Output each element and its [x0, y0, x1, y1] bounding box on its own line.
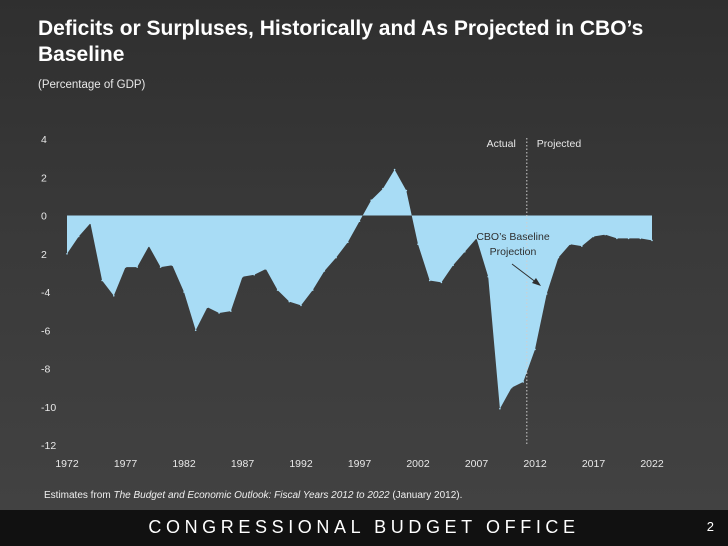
x-tick-label: 1987 — [231, 458, 255, 470]
data-point-2010 — [510, 386, 513, 389]
x-tick-label: 1977 — [114, 458, 138, 470]
data-point-1990 — [276, 289, 279, 291]
data-point-1988 — [253, 274, 255, 276]
y-tick-label: 0 — [41, 211, 47, 223]
baseline-annotation-arrow-line — [511, 263, 538, 284]
x-tick-label: 2007 — [465, 458, 489, 470]
data-point-2005 — [452, 264, 454, 267]
data-point-2003 — [428, 279, 431, 282]
footnote-suffix: (January 2012). — [389, 490, 463, 501]
data-point-2013 — [545, 293, 548, 295]
data-point-2018 — [604, 233, 606, 236]
source-footnote: Estimates from The Budget and Economic O… — [44, 490, 462, 501]
data-point-1984 — [206, 306, 209, 309]
data-point-1983 — [194, 329, 197, 332]
data-point-1982 — [183, 291, 185, 293]
slide-subtitle: (Percentage of GDP) — [38, 79, 146, 91]
data-point-2012 — [534, 348, 536, 351]
data-point-1998 — [370, 199, 373, 201]
data-point-2017 — [592, 235, 595, 238]
data-point-2009 — [499, 407, 501, 410]
data-point-2016 — [581, 245, 583, 247]
data-point-1980 — [159, 266, 162, 268]
data-point-1978 — [136, 266, 138, 268]
x-tick-label: 2002 — [406, 458, 430, 470]
data-point-2022 — [651, 239, 653, 242]
data-point-2008 — [487, 275, 490, 278]
x-tick-label: 1982 — [172, 458, 196, 470]
footer-organization: CONGRESSIONAL BUDGET OFFICE — [148, 517, 580, 537]
data-point-1993 — [311, 289, 314, 291]
page-number: 2 — [706, 519, 714, 534]
data-point-1974 — [89, 222, 92, 224]
data-point-2015 — [569, 243, 571, 245]
data-point-2021 — [639, 237, 642, 240]
x-tick-label: 1997 — [348, 458, 372, 470]
data-point-1994 — [323, 270, 326, 272]
y-tick-label: -12 — [41, 440, 56, 452]
y-tick-label: -6 — [41, 325, 50, 337]
data-point-2006 — [464, 251, 466, 253]
data-point-1999 — [382, 187, 384, 190]
footer-bar — [0, 510, 728, 546]
baseline-annotation-arrowhead — [532, 278, 541, 286]
data-point-1995 — [335, 256, 337, 259]
footnote-publication: The Budget and Economic Outlook: Fiscal … — [113, 490, 390, 501]
data-point-1979 — [148, 245, 150, 247]
x-tick-label: 2022 — [640, 458, 664, 470]
data-point-1972 — [66, 253, 68, 255]
data-point-1975 — [101, 279, 103, 282]
actual-label: Actual — [487, 138, 516, 150]
data-point-1991 — [288, 300, 291, 303]
y-tick-label: 4 — [41, 134, 47, 146]
data-point-2011 — [522, 381, 525, 383]
data-point-2004 — [440, 281, 443, 284]
x-tick-label: 2017 — [582, 458, 606, 470]
y-tick-label: 2 — [41, 249, 47, 261]
baseline-annotation-line1: CBO’s Baseline — [476, 231, 550, 243]
data-point-1986 — [230, 310, 232, 312]
data-point-2014 — [557, 256, 560, 259]
y-tick-label: -4 — [41, 287, 50, 299]
data-point-1996 — [347, 241, 349, 244]
y-tick-label: 2 — [41, 172, 47, 184]
data-point-1977 — [124, 266, 127, 268]
data-point-1973 — [77, 235, 80, 238]
x-tick-label: 2012 — [523, 458, 547, 470]
y-tick-label: -8 — [41, 364, 50, 376]
data-point-2001 — [405, 189, 408, 192]
data-point-2000 — [393, 168, 396, 171]
projected-label: Projected — [537, 138, 582, 150]
data-point-1997 — [358, 220, 361, 222]
slide-title: Deficits or Surpluses, Historically and … — [38, 17, 644, 66]
footnote-prefix: Estimates from — [44, 490, 114, 501]
data-point-2007 — [475, 237, 478, 240]
data-point-1987 — [241, 275, 244, 278]
deficit-area-chart: 4 2 0 2 -4 -6 -8 -10 -12 1972 1977 1982 1987 1992 1997… — [41, 134, 664, 470]
data-point-2019 — [616, 237, 618, 240]
data-point-1992 — [300, 304, 302, 307]
data-point-1976 — [113, 295, 115, 297]
data-point-1989 — [265, 268, 267, 270]
deficit-area-series — [67, 169, 652, 409]
x-tick-label: 1972 — [55, 458, 79, 470]
data-point-1981 — [171, 264, 174, 267]
baseline-annotation-line2: Projection — [490, 246, 537, 258]
data-point-2002 — [417, 243, 419, 245]
data-point-2020 — [627, 237, 630, 240]
x-tick-label: 1992 — [289, 458, 313, 470]
data-point-1985 — [218, 312, 220, 314]
y-tick-label: -10 — [41, 402, 56, 414]
